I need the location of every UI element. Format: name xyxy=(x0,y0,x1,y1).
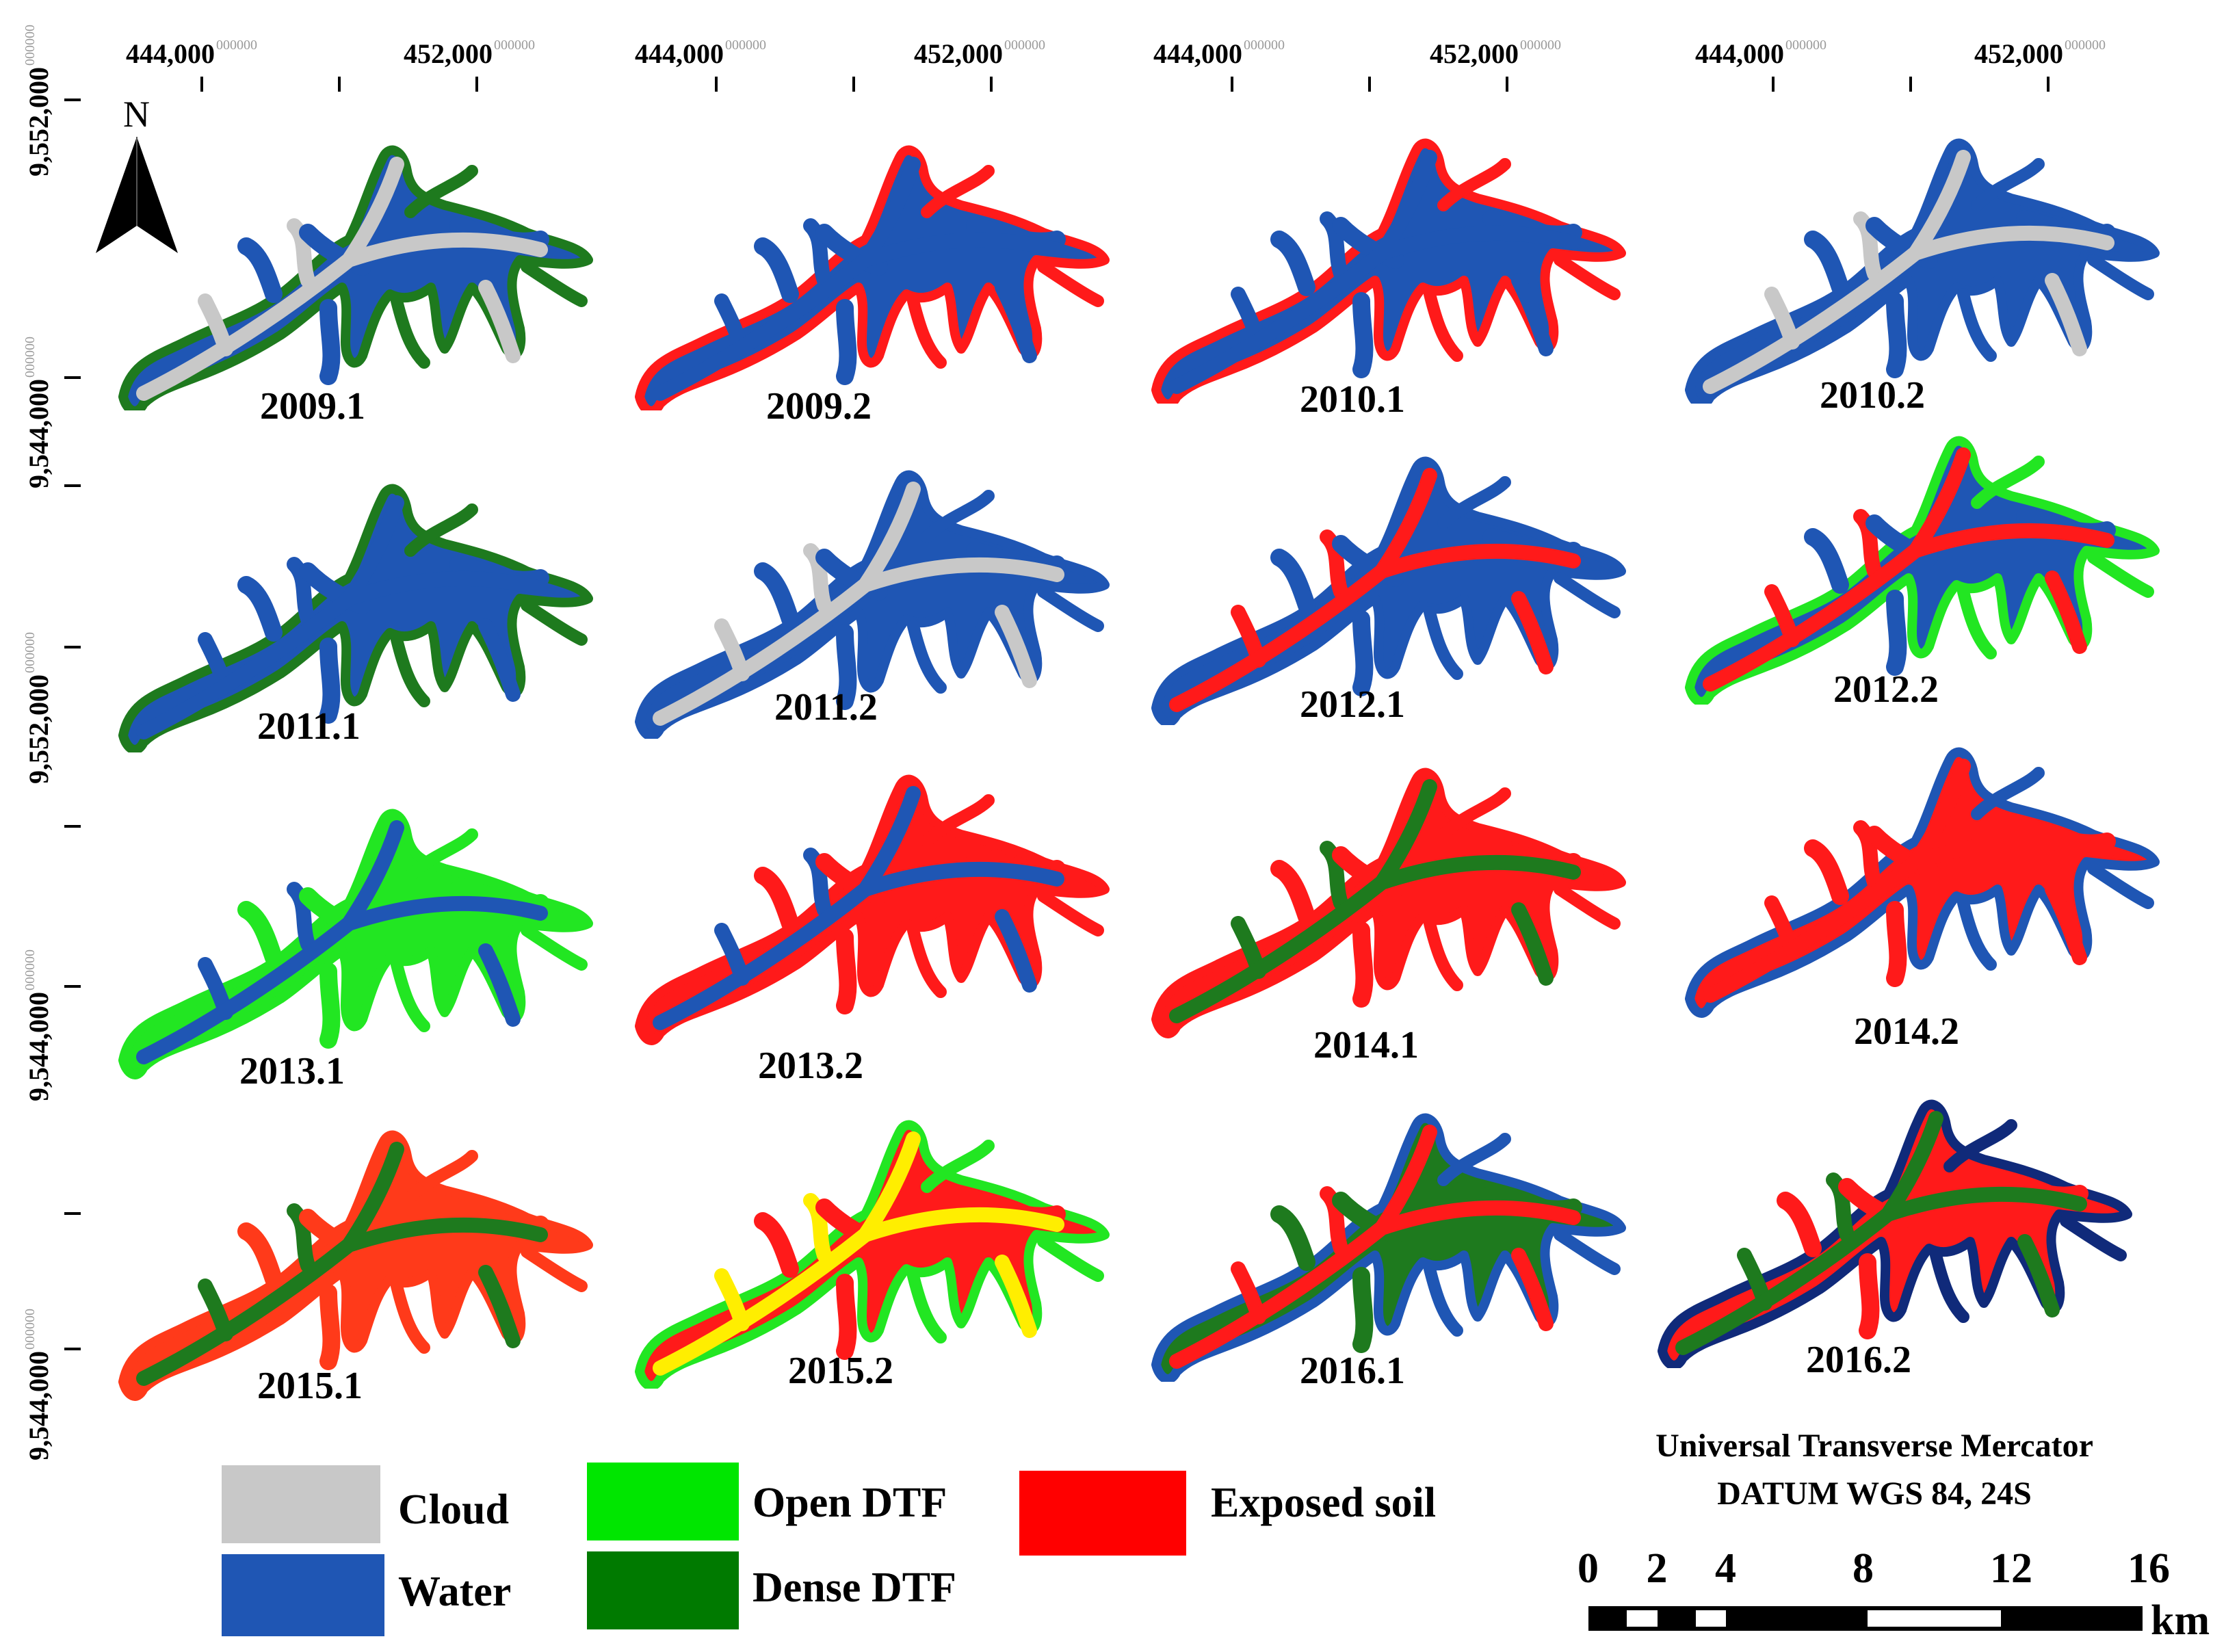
y-tick-mark xyxy=(64,376,81,379)
scale-bar-tick-label: 0 xyxy=(1577,1545,1599,1592)
x-tick-label: 452,000 000000 xyxy=(1974,38,2106,69)
map-panel xyxy=(103,130,595,416)
scale-bar-segment xyxy=(1623,1606,1662,1631)
projection-title: Universal Transverse Mercator xyxy=(1655,1428,2093,1464)
legend-swatch-dense-dtf xyxy=(587,1551,739,1629)
map-panel xyxy=(1669,725,2162,1019)
panel-date-label: 2011.2 xyxy=(774,686,878,729)
map-panel xyxy=(103,787,595,1081)
y-tick-label: 9,544,000000000 xyxy=(23,1309,54,1460)
map-panel xyxy=(1136,438,1628,727)
panel-date-label: 2010.1 xyxy=(1300,378,1405,421)
panel-date-label: 2013.1 xyxy=(239,1050,345,1092)
panel-date-label: 2009.1 xyxy=(260,385,365,428)
x-tick-mark xyxy=(1506,77,1508,92)
x-tick-mark xyxy=(1772,77,1775,92)
y-tick-label: 9,544,000000000 xyxy=(23,949,54,1101)
panel-date-label: 2014.2 xyxy=(1854,1010,1959,1053)
y-tick-label: 9,552,000000000 xyxy=(23,25,54,176)
legend-swatch-cloud xyxy=(222,1465,380,1543)
panel-date-label: 2016.2 xyxy=(1806,1339,1911,1381)
panel-date-label: 2014.1 xyxy=(1313,1024,1419,1066)
x-tick-mark xyxy=(475,77,478,92)
scale-bar-tick-label: 2 xyxy=(1646,1545,1668,1592)
y-tick-mark xyxy=(64,484,81,487)
x-tick-mark xyxy=(1909,77,1912,92)
map-panel xyxy=(1669,123,2162,409)
legend-label-water: Water xyxy=(398,1569,512,1615)
scale-bar-segment xyxy=(1726,1606,1868,1631)
legend-label-exposed-soil: Exposed soil xyxy=(1211,1480,1437,1526)
panel-date-label: 2012.2 xyxy=(1833,668,1939,711)
north-label: N xyxy=(123,94,150,135)
x-tick-mark xyxy=(2047,77,2050,92)
x-tick-mark xyxy=(1368,77,1371,92)
scale-bar-tick-label: 4 xyxy=(1715,1545,1736,1592)
map-panel xyxy=(103,1108,595,1402)
map-panel xyxy=(1642,1081,2134,1370)
scale-bar-segment xyxy=(1691,1606,1730,1631)
scale-bar-tick-label: 8 xyxy=(1852,1545,1874,1592)
panel-date-label: 2015.2 xyxy=(788,1350,893,1392)
map-panel xyxy=(1136,746,1628,1040)
x-tick-mark xyxy=(990,77,993,92)
projection-datum: DATUM WGS 84, 24S xyxy=(1717,1476,2032,1512)
map-panel xyxy=(103,465,595,755)
scale-bar-tick-label: 16 xyxy=(2127,1545,2170,1592)
x-tick-mark xyxy=(1231,77,1233,92)
panel-date-label: 2011.1 xyxy=(257,705,361,748)
scale-bar-segment xyxy=(2001,1606,2143,1631)
y-tick-label: 9,552,000000000 xyxy=(23,632,54,784)
panel-date-label: 2016.1 xyxy=(1300,1350,1405,1392)
legend-swatch-open-dtf xyxy=(587,1463,739,1540)
legend-swatch-water xyxy=(222,1554,384,1636)
panel-date-label: 2015.1 xyxy=(257,1365,363,1407)
north-arrow-icon xyxy=(96,137,178,253)
map-panel xyxy=(619,1101,1112,1391)
y-tick-label: 9,544,000000000 xyxy=(23,337,54,488)
legend-label-open-dtf: Open DTF xyxy=(752,1480,947,1526)
panel-date-label: 2009.2 xyxy=(766,385,872,428)
x-tick-label: 444,000 000000 xyxy=(126,38,257,69)
scale-bar-tick-label: 12 xyxy=(1990,1545,2032,1592)
panel-date-label: 2013.2 xyxy=(758,1045,863,1087)
x-tick-mark xyxy=(338,77,341,92)
x-tick-label: 444,000 000000 xyxy=(1153,38,1285,69)
x-tick-mark xyxy=(852,77,855,92)
scale-bar-segment xyxy=(1588,1606,1627,1631)
map-panel xyxy=(619,130,1112,416)
legend-label-cloud: Cloud xyxy=(398,1486,509,1533)
map-panel xyxy=(1669,417,2162,707)
x-tick-mark xyxy=(715,77,718,92)
x-tick-label: 452,000 000000 xyxy=(404,38,535,69)
x-tick-mark xyxy=(200,77,203,92)
scale-bar-unit: km xyxy=(2151,1597,2210,1644)
map-panel xyxy=(1136,1094,1628,1384)
map-panel xyxy=(619,451,1112,741)
legend-swatch-exposed-soil xyxy=(1019,1471,1186,1556)
map-panel xyxy=(619,752,1112,1047)
scale-bar-segment xyxy=(1657,1606,1696,1631)
y-tick-mark xyxy=(64,99,81,101)
y-tick-mark xyxy=(64,1348,81,1350)
x-tick-label: 452,000 000000 xyxy=(914,38,1045,69)
x-tick-label: 444,000 000000 xyxy=(1695,38,1826,69)
panel-date-label: 2010.2 xyxy=(1820,374,1925,417)
panel-date-label: 2012.1 xyxy=(1300,683,1405,726)
legend-label-dense-dtf: Dense DTF xyxy=(752,1564,956,1611)
y-tick-mark xyxy=(64,646,81,648)
x-tick-label: 444,000 000000 xyxy=(635,38,766,69)
scale-bar-segment xyxy=(1863,1606,2005,1631)
y-tick-mark xyxy=(64,1212,81,1215)
y-tick-mark xyxy=(64,985,81,988)
y-tick-mark xyxy=(64,825,81,828)
map-panel xyxy=(1136,123,1628,409)
x-tick-label: 452,000 000000 xyxy=(1430,38,1561,69)
